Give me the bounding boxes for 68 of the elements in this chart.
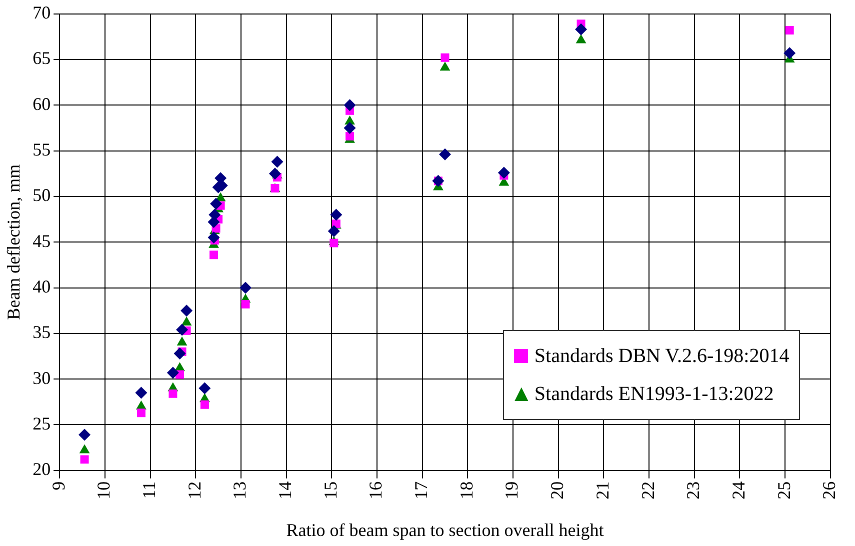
point xyxy=(208,232,220,244)
point xyxy=(176,324,188,336)
point xyxy=(240,282,252,294)
y-tick-label: 20 xyxy=(32,459,51,480)
point xyxy=(271,156,284,168)
y-tick-label: 25 xyxy=(32,413,51,434)
y-tick-label: 65 xyxy=(32,48,51,68)
x-tick-label: 13 xyxy=(230,481,250,500)
point xyxy=(344,99,356,112)
point xyxy=(346,132,354,140)
point xyxy=(80,455,89,464)
point xyxy=(268,168,281,180)
point xyxy=(210,250,218,260)
x-tick-label: 15 xyxy=(320,481,340,500)
legend-label: Standards EN1993-1-13:2022 xyxy=(534,382,774,406)
legend-label: Standards DBN V.2.6-198:2014 xyxy=(534,344,790,368)
x-tick-label: 26 xyxy=(819,481,840,500)
x-tick-label: 11 xyxy=(139,481,160,499)
x-tick-label: 18 xyxy=(456,481,476,500)
point xyxy=(575,23,588,36)
x-tick-label: 22 xyxy=(638,481,658,500)
y-tick-label: 55 xyxy=(32,140,51,160)
point xyxy=(440,53,450,62)
point xyxy=(784,47,796,60)
x-tick-label: 21 xyxy=(592,481,612,500)
point xyxy=(135,386,148,399)
point xyxy=(168,389,178,398)
y-tick-label: 30 xyxy=(32,368,51,388)
point xyxy=(439,148,451,160)
point xyxy=(210,198,222,210)
point xyxy=(330,208,342,221)
y-tick-label: 70 xyxy=(32,2,51,23)
x-tick-label: 10 xyxy=(94,481,114,500)
point xyxy=(344,122,356,134)
point xyxy=(241,300,250,308)
point xyxy=(785,26,794,34)
x-tick-label: 24 xyxy=(728,481,748,500)
point xyxy=(136,408,146,418)
point xyxy=(330,238,338,248)
x-tick-label: 14 xyxy=(275,481,296,500)
point xyxy=(176,336,188,346)
y-tick-label: 60 xyxy=(32,94,51,114)
y-tick-label: 35 xyxy=(32,322,51,342)
point xyxy=(181,316,192,326)
x-tick-label: 19 xyxy=(502,481,522,500)
y-tick-label: 45 xyxy=(32,230,51,251)
point xyxy=(180,304,193,317)
x-tick-label: 20 xyxy=(547,481,568,500)
point xyxy=(328,225,340,238)
x-tick-label: 9 xyxy=(48,481,68,490)
point xyxy=(576,34,586,44)
x-tick-label: 25 xyxy=(774,481,794,500)
point xyxy=(440,62,450,71)
x-tick-label: 12 xyxy=(184,481,204,500)
x-axis-title: Ratio of beam span to section overall height xyxy=(286,520,604,540)
point xyxy=(78,428,91,441)
point xyxy=(174,348,186,360)
point xyxy=(498,166,510,179)
y-tick-label: 40 xyxy=(32,276,51,296)
point xyxy=(166,366,179,379)
x-tick-label: 16 xyxy=(366,481,386,500)
x-tick-label: 17 xyxy=(411,481,432,500)
x-tick-label: 23 xyxy=(683,481,704,500)
y-axis-title: Beam deflection, mm xyxy=(4,164,24,320)
point xyxy=(79,444,90,454)
y-tick-label: 50 xyxy=(32,185,51,206)
point xyxy=(198,382,211,394)
point xyxy=(200,400,209,409)
